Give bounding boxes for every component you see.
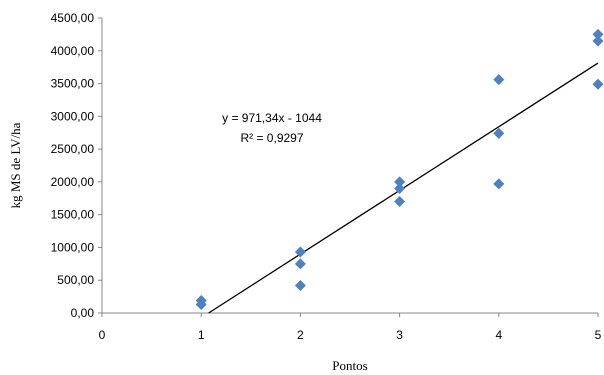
data-point (294, 258, 306, 270)
data-point (493, 127, 505, 139)
data-point (592, 35, 604, 47)
y-tick-label: 2500,00 (51, 142, 95, 156)
x-tick-label: 3 (396, 328, 403, 342)
y-tick-label: 3500,00 (51, 77, 95, 91)
x-axis: 0 1 2 3 4 5 (99, 313, 602, 342)
data-point (493, 74, 505, 86)
data-point (394, 182, 406, 194)
data-point (493, 178, 505, 190)
data-points (195, 28, 604, 310)
x-tick-label: 4 (495, 328, 502, 342)
data-point (394, 196, 406, 208)
y-tick-label: 1500,00 (51, 208, 95, 222)
x-tick-label: 5 (595, 328, 602, 342)
y-axis-title-group: kg MS de LV/ha (8, 122, 23, 208)
y-tick-label: 4000,00 (51, 44, 95, 58)
trendline-equation: y = 971,34x - 1044 (222, 111, 322, 125)
y-tick-label: 2000,00 (51, 175, 95, 189)
y-tick-label: 4500,00 (51, 11, 95, 25)
data-point (195, 298, 207, 310)
y-axis-title: kg MS de LV/ha (8, 122, 23, 208)
data-point (294, 279, 306, 291)
x-tick-label: 2 (297, 328, 304, 342)
y-tick-label: 0,00 (71, 306, 95, 320)
y-tick-label: 3000,00 (51, 109, 95, 123)
y-tick-label: 500,00 (57, 273, 94, 287)
data-point (592, 28, 604, 40)
trendline-r-squared: R² = 0,9297 (240, 131, 303, 145)
x-tick-label: 1 (198, 328, 205, 342)
y-axis: 0,00 500,00 1000,00 1500,00 2000,00 2500,00 30… (51, 11, 102, 320)
x-axis-title: Pontos (332, 358, 367, 373)
data-point (294, 246, 306, 258)
x-tick-label: 0 (99, 328, 106, 342)
y-tick-label: 1000,00 (51, 240, 95, 254)
data-point (394, 176, 406, 188)
data-point (592, 78, 604, 90)
